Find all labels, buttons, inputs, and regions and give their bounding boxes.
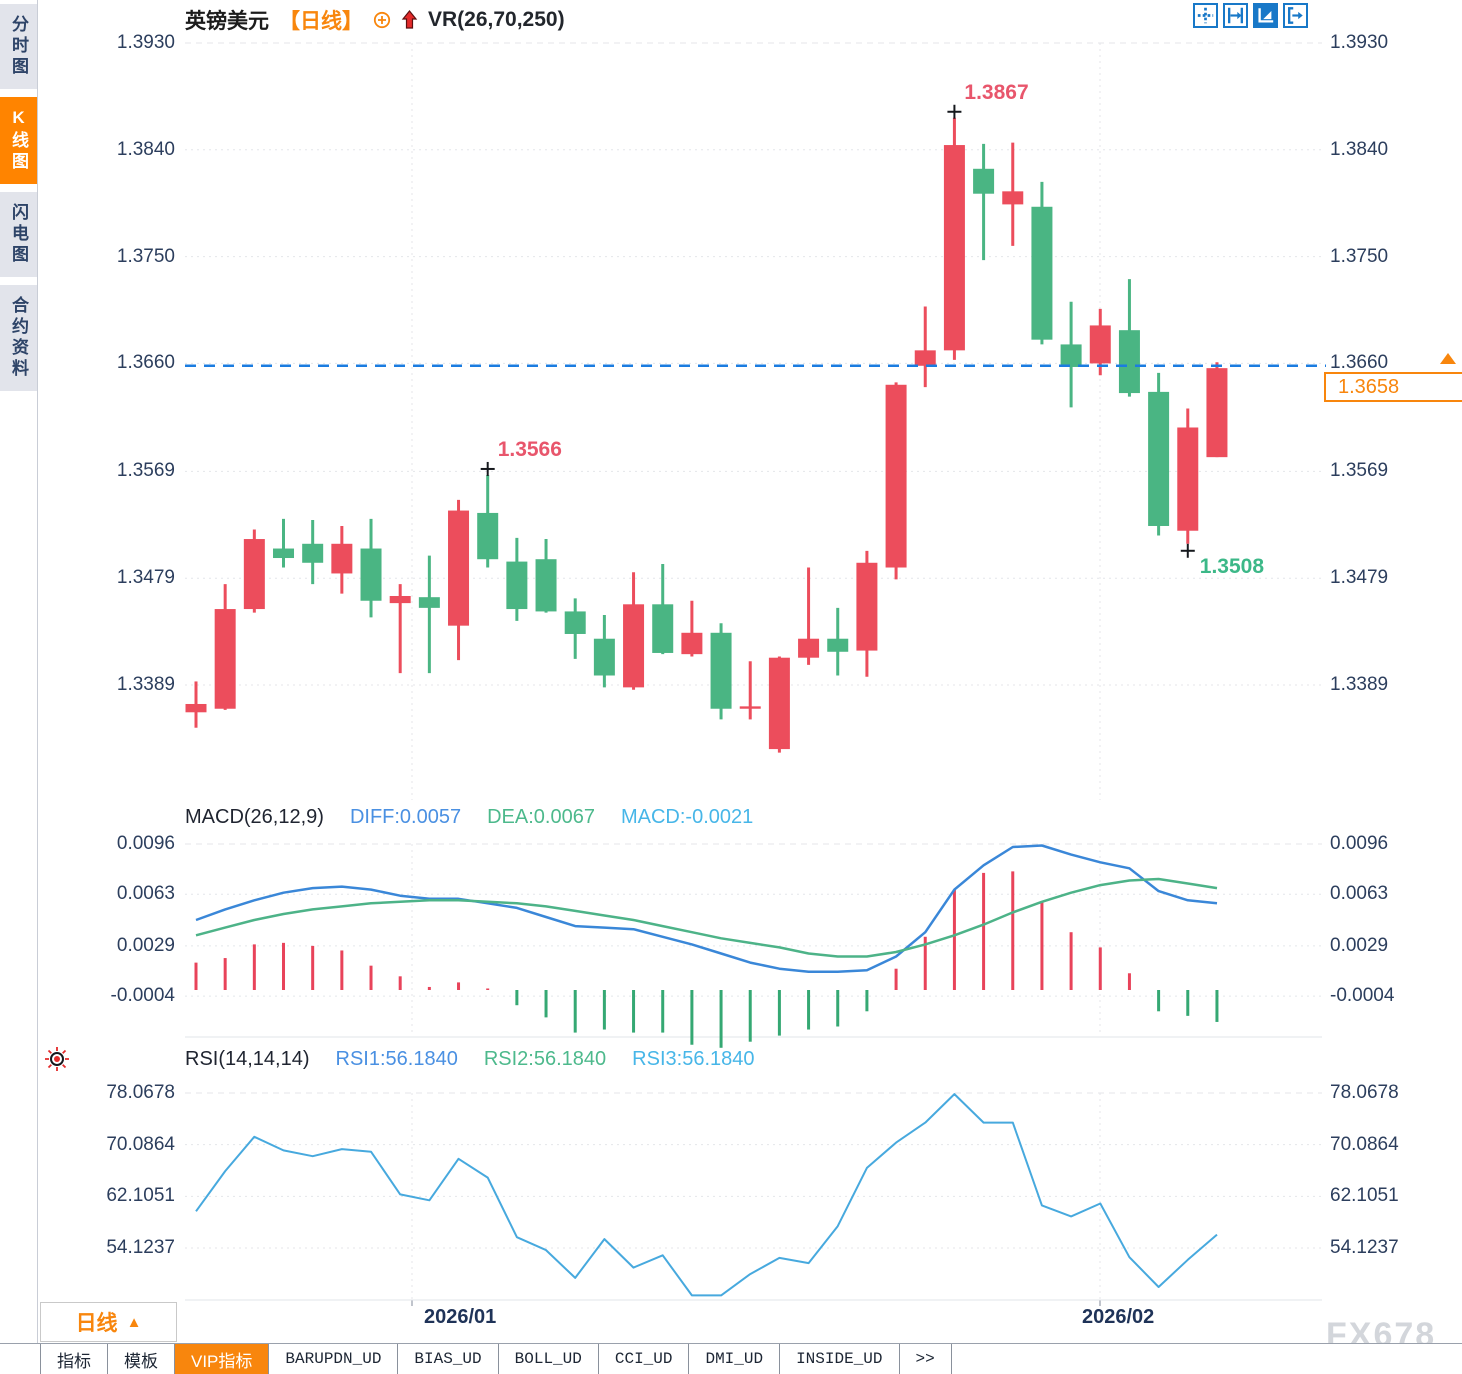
pointer-mode-tool-button[interactable] <box>1253 3 1278 28</box>
indicator-tab-bar: 指标 模板 VIP指标 BARUPDN_UD BIAS_UD BOLL_UD C… <box>0 1343 1462 1374</box>
macd-title: MACD(26,12,9) <box>185 806 324 828</box>
y-axis-label: 70.0864 <box>1330 1133 1399 1155</box>
y-axis-label: 1.3930 <box>116 32 175 53</box>
sidebar-tab-label: 合约资料 <box>9 296 28 380</box>
sidebar-tab-label: 闪电图 <box>9 203 28 266</box>
rsi-title: RSI(14,14,14) <box>185 1048 310 1070</box>
macd-diff-value: DIFF:0.0057 <box>349 806 462 828</box>
tab-bias-ud[interactable]: BIAS_UD <box>398 1344 499 1374</box>
crosshair-tool-button[interactable] <box>1193 3 1218 28</box>
annotation-high: 1.3867 <box>964 80 1029 104</box>
y-axis-label: 54.1237 <box>106 1237 175 1258</box>
axis-scale-icon <box>1227 7 1244 24</box>
y-axis-label: 1.3569 <box>1330 460 1389 482</box>
rsi-header: RSI(14,14,14) RSI1:56.1840 RSI2:56.1840 … <box>185 1048 755 1071</box>
y-axis-label: 0.0063 <box>1330 883 1389 905</box>
tab-inside-ud[interactable]: INSIDE_UD <box>780 1344 900 1374</box>
crosshair-icon <box>1197 7 1214 24</box>
tab-templates[interactable]: 模板 <box>108 1344 175 1374</box>
macd-header: MACD(26,12,9) DIFF:0.0057 DEA:0.0067 MAC… <box>185 806 753 829</box>
tab-dmi-ud[interactable]: DMI_UD <box>689 1344 781 1374</box>
y-axis-label: 1.3569 <box>116 460 175 482</box>
period-tag: 【日线】 <box>279 10 363 33</box>
y-axis-label: -0.0004 <box>1330 985 1395 1007</box>
annotation-low: 1.3508 <box>1199 554 1264 578</box>
tab-indicators[interactable]: 指标 <box>40 1344 108 1374</box>
y-axis-label: 0.0063 <box>116 883 175 905</box>
period-selector-label: 日线 <box>75 1312 118 1335</box>
tab-cci-ud[interactable]: CCI_UD <box>599 1344 690 1374</box>
sidebar-tab-label: K线图 <box>9 108 28 173</box>
indicator-burst-icon[interactable] <box>44 1046 70 1077</box>
symbol-name: 英镑美元 <box>185 10 269 33</box>
rsi3-value: RSI3:56.1840 <box>632 1048 755 1070</box>
y-axis-label: 78.0678 <box>106 1082 175 1103</box>
y-axis-label: 0.0096 <box>116 833 175 854</box>
rsi2-value: RSI2:56.1840 <box>483 1048 607 1070</box>
macd-value: MACD:-0.0021 <box>620 806 754 828</box>
y-axis-label: 1.3930 <box>1330 32 1389 53</box>
circle-plus-icon[interactable] <box>373 11 391 29</box>
tab-barupdn-ud[interactable]: BARUPDN_UD <box>269 1344 399 1374</box>
tab-vip-indicators[interactable]: VIP指标 <box>175 1344 270 1374</box>
y-axis-label: 1.3479 <box>116 567 175 589</box>
triangle-up-icon: ▲ <box>126 1313 142 1331</box>
macd-dea-value: DEA:0.0067 <box>487 806 595 828</box>
y-axis-label: -0.0004 <box>110 985 175 1007</box>
sidebar-tab-label: 分时图 <box>9 15 28 78</box>
rsi1-value: RSI1:56.1840 <box>335 1048 458 1070</box>
y-axis-label: 1.3660 <box>116 352 175 374</box>
y-axis-label: 1.3750 <box>116 245 175 267</box>
axis-scale-tool-button[interactable] <box>1223 3 1248 28</box>
y-axis-label: 1.3750 <box>1330 245 1389 267</box>
pan-right-tool-button[interactable] <box>1283 3 1308 28</box>
chart-toolbar <box>1193 3 1308 28</box>
y-axis-label: 62.1051 <box>106 1185 175 1207</box>
y-axis-label: 0.0029 <box>116 934 175 956</box>
sidebar-tab-contract-info[interactable]: 合约资料 <box>0 285 37 391</box>
tab-boll-ud[interactable]: BOLL_UD <box>499 1344 599 1374</box>
price-marker-triangle-icon <box>1440 353 1456 364</box>
y-axis-label: 62.1051 <box>1330 1185 1399 1207</box>
sidebar: 分时图 K线图 闪电图 合约资料 <box>0 0 38 1374</box>
y-axis-label: 1.3479 <box>1330 567 1389 589</box>
signal-arrow-up-icon <box>401 10 418 30</box>
pointer-mode-icon <box>1258 8 1274 23</box>
sidebar-tab-kline-chart[interactable]: K线图 <box>0 97 37 184</box>
y-axis-label: 1.3389 <box>1330 674 1389 695</box>
x-axis-label-feb: 2026/02 <box>1082 1306 1155 1328</box>
y-axis-label: 0.0096 <box>1330 833 1389 854</box>
y-axis-label: 1.3840 <box>1330 138 1389 160</box>
y-axis-label: 70.0864 <box>106 1133 175 1155</box>
sidebar-tab-time-chart[interactable]: 分时图 <box>0 4 37 89</box>
y-axis-label: 0.0029 <box>1330 934 1389 956</box>
pan-right-icon <box>1287 7 1303 24</box>
y-axis-label: 1.3660 <box>1330 352 1389 374</box>
current-price-box: 1.3658 <box>1324 372 1462 402</box>
period-selector-button[interactable]: 日线 ▲ <box>40 1302 177 1342</box>
x-axis-label-jan: 2026/01 <box>424 1306 497 1328</box>
overlay-indicator-label: VR(26,70,250) <box>428 8 565 31</box>
sidebar-tab-flash-chart[interactable]: 闪电图 <box>0 192 37 277</box>
y-axis-label: 1.3389 <box>116 674 175 695</box>
chart-title-row: 英镑美元 【日线】 VR(26,70,250) <box>185 5 565 35</box>
y-axis-label: 54.1237 <box>1330 1237 1399 1258</box>
y-axis-label: 78.0678 <box>1330 1082 1399 1103</box>
annotation-swing-high: 1.3566 <box>497 437 562 461</box>
tab-more[interactable]: >> <box>900 1344 952 1374</box>
y-axis-label: 1.3840 <box>116 138 175 160</box>
